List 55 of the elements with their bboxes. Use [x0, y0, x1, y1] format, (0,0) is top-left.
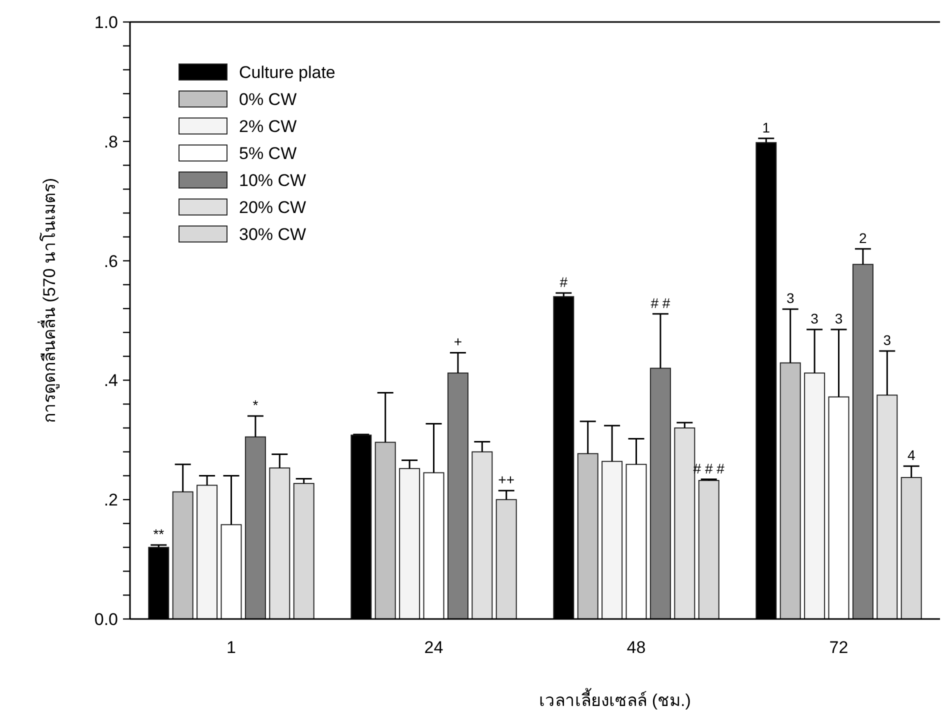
annotation: 3 — [810, 310, 818, 326]
bar — [852, 264, 874, 620]
legend-label: 10% CW — [239, 171, 306, 190]
annotation: + — [454, 334, 462, 350]
y-tick-label: .8 — [104, 132, 118, 152]
legend-label: 0% CW — [239, 90, 297, 109]
bar — [472, 451, 493, 620]
legend-label: 30% CW — [239, 225, 306, 244]
bar — [602, 460, 623, 620]
x-tick-label: 24 — [424, 638, 444, 657]
annotation: 3 — [834, 310, 843, 326]
bar — [626, 464, 647, 620]
annotation: 3 — [883, 332, 892, 348]
bar — [876, 394, 898, 620]
bar — [496, 499, 517, 620]
bar — [244, 436, 266, 620]
legend-label: 2% CW — [239, 117, 297, 136]
bar — [220, 524, 242, 620]
annotation: 2 — [859, 230, 867, 246]
y-tick-label: .4 — [104, 371, 118, 390]
annotation: * — [252, 397, 258, 414]
bar — [196, 484, 218, 620]
annotation: # — [560, 274, 568, 290]
annotation: 4 — [907, 447, 916, 464]
bar — [399, 468, 420, 620]
bar — [447, 372, 468, 620]
y-tick-label: 0.0 — [94, 610, 118, 629]
legend-label: 20% CW — [239, 198, 306, 217]
x-tick-label: 72 — [829, 638, 848, 657]
annotation: # # — [650, 294, 670, 311]
bar — [374, 442, 396, 620]
bar — [780, 362, 801, 620]
bar — [423, 472, 444, 620]
annotation: ++ — [498, 472, 515, 488]
bar — [650, 368, 671, 620]
y-tick-label: .6 — [104, 252, 118, 271]
bar — [900, 477, 922, 620]
bar — [828, 396, 850, 620]
bar — [804, 372, 826, 620]
annotation: 3 — [786, 290, 794, 306]
legend-label: Culture plate — [239, 63, 336, 82]
bar — [577, 453, 598, 620]
bar — [269, 467, 290, 620]
legend-label: 5% CW — [239, 144, 297, 163]
x-tick-label: 48 — [626, 638, 646, 657]
bar — [698, 480, 720, 620]
bar — [172, 491, 194, 620]
bar — [293, 482, 314, 620]
y-axis-title: การดูดกลืนคลื่น (570 นาโนเมตร) — [37, 178, 60, 424]
annotation: 1 — [762, 119, 770, 136]
annotation: ** — [153, 526, 164, 542]
x-tick-label: 1 — [226, 638, 236, 657]
x-axis-title: เวลาเลี้ยงเซลล์ (ชม.) — [539, 688, 691, 710]
y-tick-label: .2 — [104, 490, 118, 510]
y-tick-label: 1.0 — [94, 13, 118, 32]
